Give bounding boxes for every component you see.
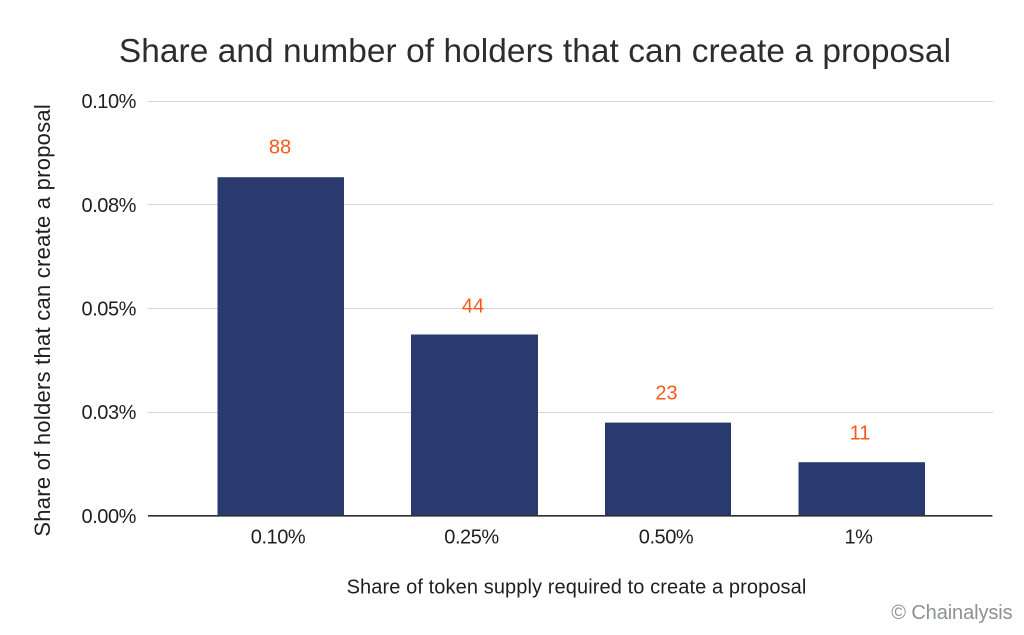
svg-text:0.03%: 0.03% — [82, 402, 137, 424]
svg-text:0.25%: 0.25% — [444, 526, 499, 548]
svg-text:0.50%: 0.50% — [639, 526, 694, 548]
svg-text:0.08%: 0.08% — [82, 195, 137, 217]
svg-text:© Chainalysis: © Chainalysis — [891, 602, 1012, 624]
svg-text:Share and number of holders th: Share and number of holders that can cre… — [119, 33, 951, 70]
svg-text:0.05%: 0.05% — [82, 299, 137, 321]
svg-text:0.00%: 0.00% — [82, 506, 137, 528]
svg-text:0.10%: 0.10% — [82, 91, 137, 113]
svg-text:1%: 1% — [844, 526, 873, 548]
svg-text:Share of token supply required: Share of token supply required to create… — [347, 576, 807, 598]
svg-text:0.10%: 0.10% — [251, 526, 306, 548]
svg-text:23: 23 — [655, 382, 677, 404]
svg-text:11: 11 — [850, 422, 871, 444]
svg-text:88: 88 — [269, 136, 291, 158]
svg-text:Share of holders that can crea: Share of holders that can create a propo… — [30, 104, 55, 537]
svg-text:44: 44 — [462, 295, 484, 317]
